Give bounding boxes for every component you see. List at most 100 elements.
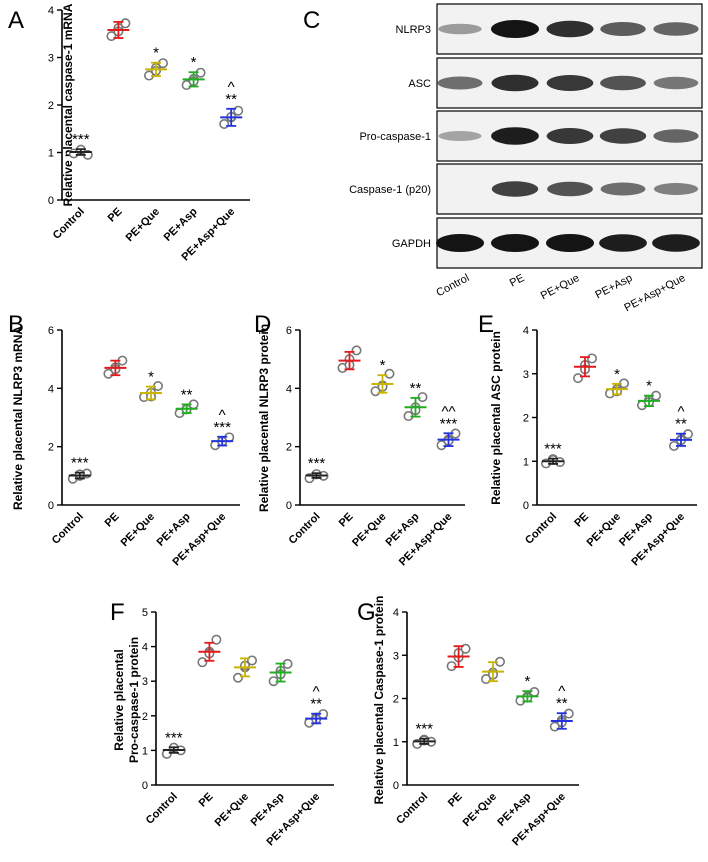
- data-point: [211, 634, 222, 645]
- y-axis-label-line: Relative placental Caspase-1 protein: [372, 596, 386, 805]
- y-tick-label: 4: [523, 325, 529, 337]
- significance-label: ***: [72, 131, 90, 148]
- blot-band: [546, 234, 594, 252]
- panel-letter: C: [303, 7, 320, 34]
- x-tick-label: PE+Que: [213, 791, 252, 830]
- y-tick-label: 0: [286, 500, 292, 512]
- y-tick-label: 2: [48, 442, 54, 454]
- significance-label: ***: [308, 455, 326, 472]
- y-tick-label: 2: [48, 100, 54, 112]
- blot-lane-label: PE+Que: [539, 272, 582, 302]
- x-tick-label: PE+Que: [461, 791, 500, 830]
- significance-label: **: [181, 386, 193, 403]
- blot-lane-label: PE+Asp: [593, 272, 634, 301]
- y-tick-label: 0: [48, 195, 54, 207]
- x-tick-label: PE: [337, 511, 356, 530]
- y-tick-label: 1: [523, 456, 529, 468]
- blot-row-label: ASC: [408, 78, 431, 90]
- blot-lane-label: Control: [434, 272, 471, 299]
- blot-row-label: Caspase-1 (p20): [349, 184, 431, 196]
- y-tick-label: 2: [286, 442, 292, 454]
- panel-letter: D: [254, 311, 271, 338]
- significance-label: **: [225, 91, 237, 108]
- blot-band: [653, 22, 699, 36]
- y-tick-label: 0: [142, 780, 148, 792]
- data-point: [384, 368, 395, 379]
- western-blot-panel: C NLRP3 ASC Pro-caspase-1 Caspase-1 (p20) GAP…: [303, 3, 703, 314]
- panel-D: D 0 2 4 6 Relative placental NLRP3 protein Con…: [254, 311, 465, 568]
- x-tick-label: PE: [103, 511, 122, 530]
- x-tick-label: Control: [286, 511, 322, 547]
- panel-F: F 0 1 2 3 4 5 Relative placentalPro-caspase-1 p…: [110, 599, 334, 848]
- x-tick-label: PE: [197, 791, 216, 810]
- x-tick-label: PE: [572, 511, 591, 530]
- y-axis-label-line: Relative placental caspase-1 mRNA: [61, 3, 75, 206]
- y-tick-label: 4: [286, 383, 292, 395]
- data-point: [120, 18, 131, 29]
- significance-label: ^^: [441, 403, 455, 420]
- y-axis-label: Relative placental NLRP3 mRNA: [11, 326, 25, 510]
- x-tick-label: Control: [523, 511, 559, 547]
- blot-band: [600, 182, 646, 196]
- y-tick-label: 6: [48, 325, 54, 337]
- x-tick-label: PE+Que: [350, 511, 389, 550]
- panel-letter: G: [357, 599, 376, 626]
- y-tick-label: 1: [48, 148, 54, 160]
- significance-label: ***: [440, 415, 458, 432]
- y-tick-label: 6: [286, 325, 292, 337]
- blot-band: [491, 127, 539, 145]
- data-point: [233, 672, 244, 683]
- significance-label: ^: [313, 684, 320, 701]
- significance-label: *: [191, 54, 197, 71]
- y-axis-label: Relative placentalPro-caspase-1 protein: [112, 637, 141, 763]
- significance-label: *: [148, 369, 154, 386]
- significance-label: ***: [415, 721, 433, 738]
- blot-lane-label: PE: [508, 272, 527, 289]
- x-tick-label: PE+Asp: [162, 205, 200, 243]
- y-axis-label-line: Relative placental: [112, 649, 126, 750]
- blot-band: [491, 20, 539, 38]
- y-tick-label: 0: [48, 500, 54, 512]
- blot-band: [437, 76, 483, 90]
- y-tick-label: 2: [393, 694, 399, 706]
- data-point: [572, 373, 583, 384]
- y-tick-label: 1: [142, 745, 148, 757]
- blot-band: [652, 234, 700, 252]
- blot-row-label: GAPDH: [392, 238, 431, 250]
- significance-label: **: [556, 695, 568, 712]
- x-tick-label: Control: [51, 206, 87, 242]
- x-tick-label: PE: [106, 206, 125, 225]
- significance-label: ^: [228, 79, 235, 96]
- blot-band: [600, 22, 646, 36]
- data-point: [351, 345, 362, 356]
- panel-B: B 0 2 4 6 Relative placental NLRP3 mRNA Contro…: [8, 311, 240, 568]
- blot-band: [491, 74, 539, 92]
- significance-label: ***: [544, 441, 562, 458]
- x-tick-label: Control: [50, 511, 86, 547]
- y-tick-label: 0: [393, 780, 399, 792]
- data-point: [219, 119, 230, 130]
- y-tick-label: 3: [523, 369, 529, 381]
- data-point: [197, 657, 208, 668]
- blot-band: [653, 129, 699, 143]
- x-tick-label: Control: [394, 791, 430, 827]
- y-tick-label: 2: [142, 711, 148, 723]
- y-axis-label: Relative placental caspase-1 mRNA: [61, 3, 75, 206]
- panel-A: A 0 1 2 3 4 Relative placental caspase-1 mRNAC…: [8, 3, 250, 263]
- y-axis-label-line: Relative placental NLRP3 protein: [257, 324, 271, 512]
- blot-band: [491, 234, 539, 252]
- blot-row-label: Pro-caspase-1: [359, 131, 431, 143]
- significance-label: ^: [677, 404, 684, 421]
- y-tick-label: 2: [523, 413, 529, 425]
- blot-band: [436, 234, 484, 252]
- panel-E: E 0 1 2 3 4 Relative placental ASC protein Cont…: [478, 311, 697, 568]
- data-point: [586, 353, 597, 364]
- x-tick-label: PE+Que: [585, 511, 624, 550]
- panel-letter: E: [478, 311, 494, 338]
- significance-label: ***: [165, 729, 183, 746]
- blot-band: [546, 75, 594, 91]
- significance-label: *: [646, 378, 652, 395]
- significance-label: *: [380, 357, 386, 374]
- blot-band: [438, 131, 482, 141]
